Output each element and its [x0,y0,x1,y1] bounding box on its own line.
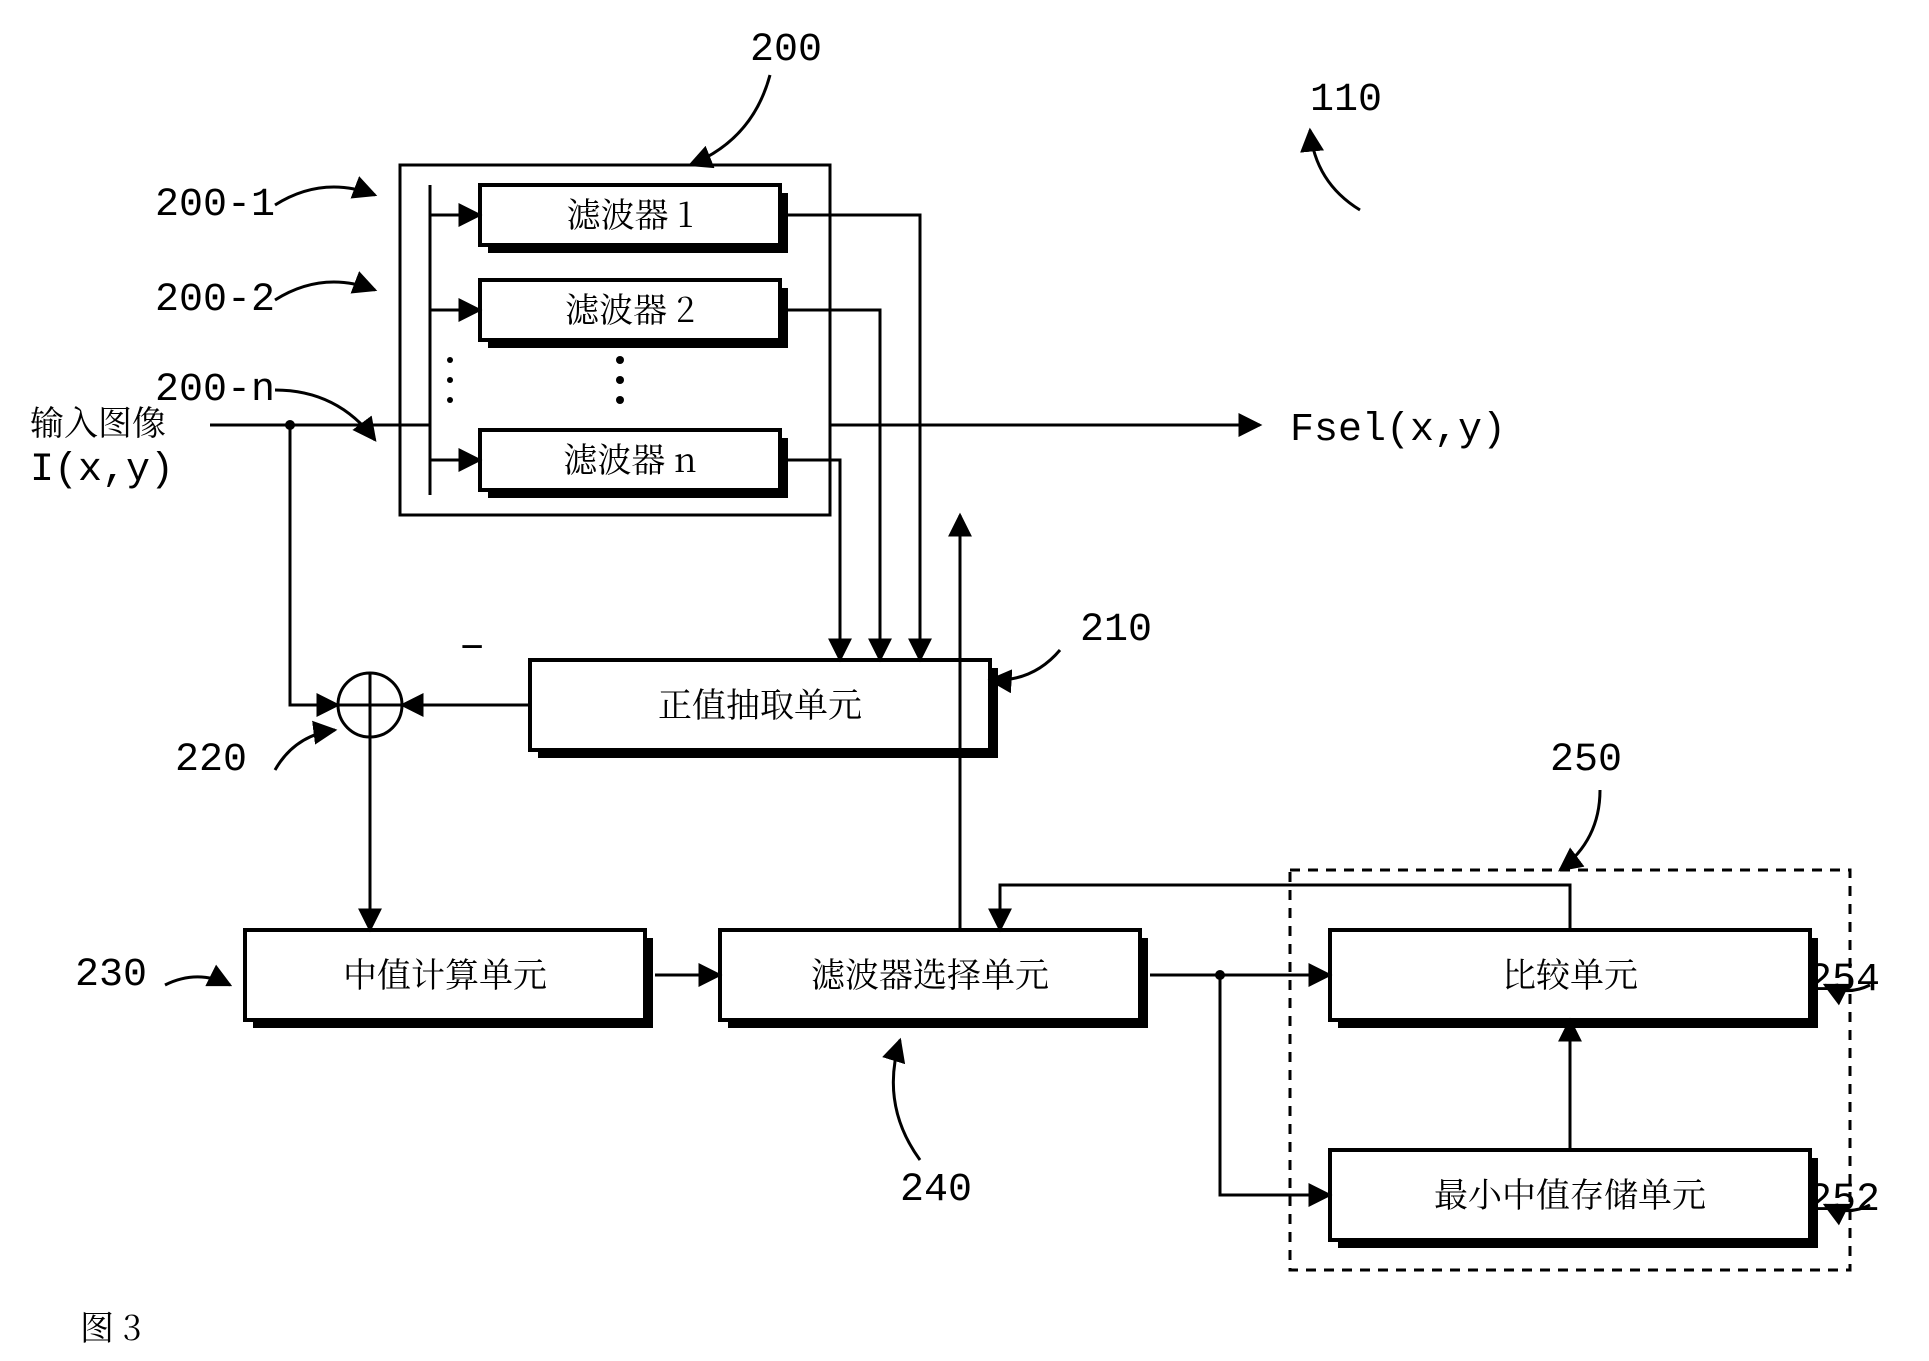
filter-selector-label: 滤波器选择单元 [811,948,1049,997]
output-label: Fsel(x,y) [1290,408,1506,453]
median-calc-label: 中值计算单元 [343,948,547,997]
ref-200-1-lead [275,187,375,205]
positive-extract-label: 正值抽取单元 [658,678,862,727]
ref-110: 110 [1310,78,1382,123]
sel-to-store [1220,975,1330,1195]
vbus-vdots [447,397,453,403]
ref-250-lead [1560,790,1600,870]
input-label-1: 输入图像 [30,396,166,445]
ref-230: 230 [75,953,147,998]
minus-sign: − [460,628,484,673]
vbus-vdots [447,377,453,383]
input-label-2: I(x,y) [30,448,174,493]
filter-3-label: 滤波器 n [563,433,696,482]
ref-200-2: 200-2 [155,278,275,323]
ref-240: 240 [900,1168,972,1213]
filter-out-1 [780,215,920,660]
vbus-vdots [447,357,453,363]
ref-250: 250 [1550,738,1622,783]
filter-2-label: 滤波器 2 [565,283,695,332]
ref-210-lead [990,650,1060,680]
ref-254: 254 [1808,958,1880,1003]
ref-220-lead [275,730,335,770]
compare-unit-label: 比较单元 [1502,948,1638,997]
ref-230-lead [165,977,230,985]
figure-title: 图 3 [80,1301,142,1350]
ref-200: 200 [750,28,822,73]
min-median-store-label: 最小中值存储单元 [1434,1168,1706,1217]
ref-200-2-lead [275,282,375,300]
compare-to-selector [1000,885,1570,930]
ref-200-lead [690,75,770,165]
ref-210: 210 [1080,608,1152,653]
filter-vdots [616,376,624,384]
ref-200-1: 200-1 [155,183,275,228]
input-to-summer [290,425,338,705]
filter-vdots [616,396,624,404]
ref-220: 220 [175,738,247,783]
ref-200-n: 200-n [155,368,275,413]
filter-1-label: 滤波器 1 [567,188,694,237]
ref-110-lead [1310,130,1360,210]
ref-252: 252 [1808,1178,1880,1223]
ref-240-lead [893,1040,920,1160]
filter-vdots [616,356,624,364]
